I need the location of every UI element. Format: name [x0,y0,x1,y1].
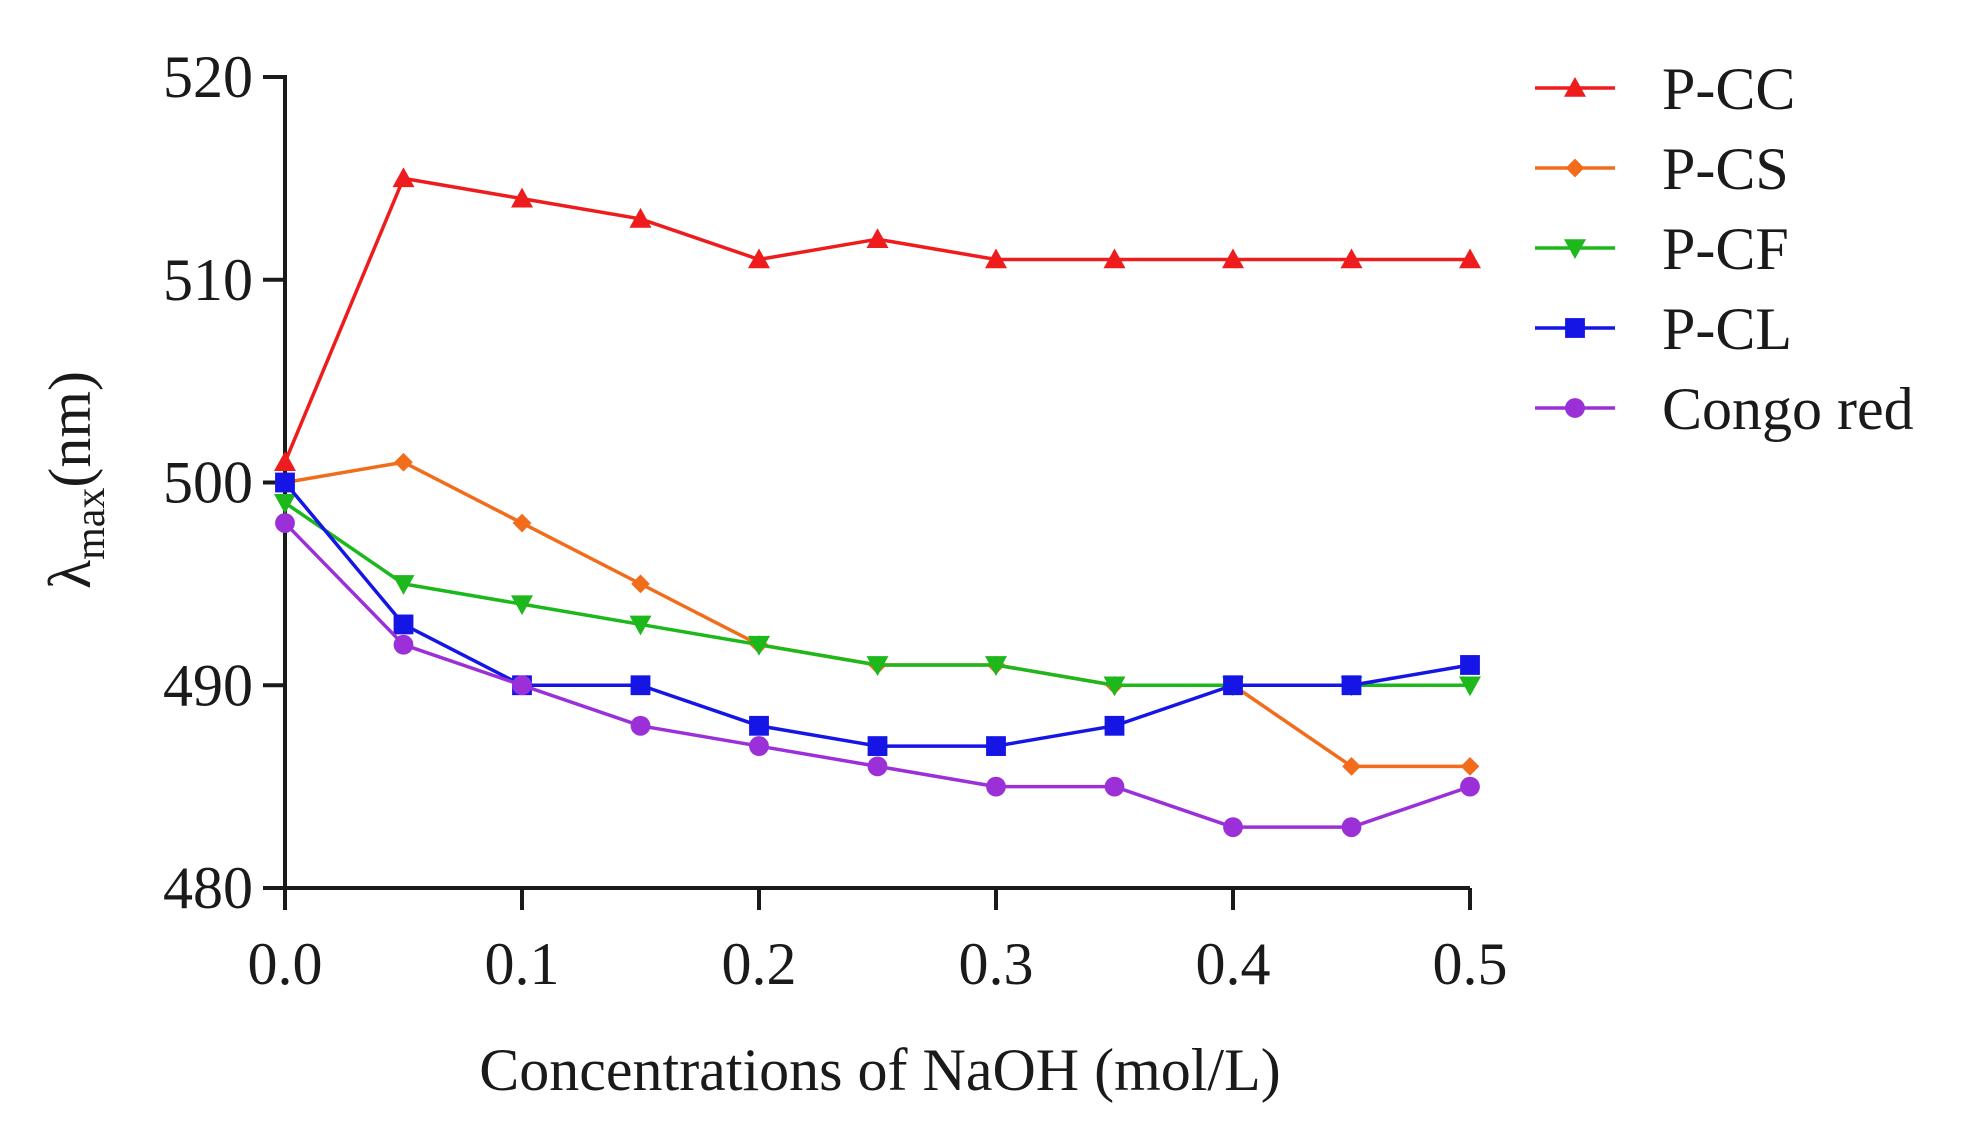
data-point-p-cc [748,248,770,269]
x-tick-label: 0.3 [959,931,1034,997]
legend-item-p-cs: P-CS [1535,136,1789,202]
data-point-p-cc [274,451,296,472]
data-point-congo-red [512,675,532,696]
y-tick-label: 480 [163,855,253,921]
series-p-cs [275,452,1480,776]
data-point-p-cf [511,595,533,616]
data-point-p-cf [629,615,652,636]
y-tick-label: 520 [163,44,253,110]
legend-item-p-cl: P-CL [1535,296,1792,362]
legend-marker-congo-red [1565,398,1585,418]
series-congo-red [275,513,1480,838]
data-point-p-cl [1223,675,1243,696]
y-axis-subscript: max [68,488,114,560]
y-axis-title: λmax(nm) [37,371,114,589]
x-tick-label: 0.0 [248,931,323,997]
legend-label: Congo red [1662,376,1914,442]
data-point-congo-red [1341,817,1362,838]
series-layer [274,167,1481,838]
data-point-p-cc [1222,248,1244,269]
data-point-p-cf [274,493,296,514]
data-point-p-cc [1103,248,1126,269]
data-point-p-cc [866,228,889,248]
data-point-p-cs [512,513,532,533]
data-point-p-cc [511,187,533,208]
data-point-p-cl [1341,675,1362,696]
data-point-p-cf [392,575,415,595]
series-p-cf [274,493,1481,697]
legend-label: P-CC [1662,56,1795,122]
data-point-p-cf [866,656,889,676]
data-point-p-cc [985,248,1007,269]
data-point-p-cl [986,736,1006,756]
data-point-congo-red [630,715,651,736]
data-point-congo-red [275,513,295,533]
y-axis-unit: (nm) [37,371,103,488]
x-tick-label: 0.4 [1196,931,1271,997]
y-tick-label: 510 [163,247,253,313]
series-p-cl [275,472,1480,756]
data-point-p-cl [275,472,295,493]
data-point-congo-red [749,736,769,756]
y-tick-label: 500 [163,450,253,516]
x-tick-label: 0.5 [1433,931,1508,997]
y-tick-label: 490 [163,652,253,718]
data-point-p-cf [985,656,1007,676]
data-point-p-cc [392,167,415,188]
legend-label: P-CF [1662,216,1789,282]
data-point-p-cl [1104,715,1125,736]
series-p-cc [274,167,1481,472]
data-point-p-cl [1460,655,1480,675]
data-point-p-cl [393,614,414,635]
legend-marker-p-cl [1565,318,1585,338]
x-axis-title: Concentrations of NaOH (mol/L) [479,1037,1280,1103]
data-point-congo-red [1460,776,1480,797]
legend-item-congo-red: Congo red [1535,376,1914,442]
data-point-p-cs [631,574,650,594]
data-point-p-cc [1340,248,1363,269]
legend-marker-p-cs [1565,158,1585,178]
data-point-p-cf [748,635,770,656]
data-point-p-cc [629,207,652,228]
data-point-p-cl [749,715,769,736]
data-point-p-cc [1459,248,1481,269]
data-point-p-cf [1103,676,1126,697]
x-tick-label: 0.2 [722,931,797,997]
data-point-p-cs [1460,757,1480,776]
legend-label: P-CS [1662,136,1789,202]
data-point-p-cs [1342,757,1361,776]
x-tick-label: 0.1 [485,931,560,997]
data-point-congo-red [1104,776,1125,797]
series-line-p-cs [284,460,1470,769]
axes: 480 490 500 510 520 0.0 0.1 0.2 0.3 0.4 0.5 [163,44,1508,997]
data-point-p-cf [1459,676,1481,697]
data-point-p-cl [867,736,888,756]
legend: P-CC P-CS P-CF P-CL Congo red [1535,56,1914,442]
legend-marker-p-cc [1564,77,1586,97]
legend-marker-p-cf [1564,239,1586,259]
data-point-congo-red [1223,817,1243,838]
data-point-p-cl [630,675,651,696]
data-point-p-cs [394,452,413,472]
y-axis-symbol: λ [37,560,103,589]
series-line-p-cc [283,176,1470,463]
legend-item-p-cf: P-CF [1535,216,1789,282]
legend-label: P-CL [1662,296,1792,362]
legend-item-p-cc: P-CC [1535,56,1795,122]
data-point-congo-red [986,776,1006,797]
data-point-congo-red [393,634,414,655]
data-point-congo-red [867,756,888,777]
series-line-p-cl [283,481,1471,748]
